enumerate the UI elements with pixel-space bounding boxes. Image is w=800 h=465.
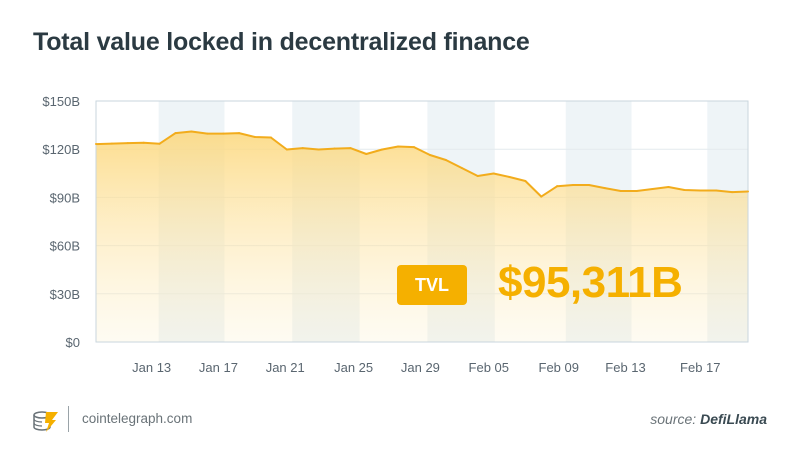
footer-site: cointelegraph.com xyxy=(82,411,193,426)
data-point xyxy=(95,143,97,146)
data-point xyxy=(349,147,352,150)
source-prefix: source: xyxy=(650,411,697,427)
data-point xyxy=(269,136,272,139)
y-tick-label: $30B xyxy=(50,287,80,302)
data-point xyxy=(174,132,177,135)
data-point xyxy=(444,158,447,161)
data-point xyxy=(365,153,368,156)
data-point xyxy=(635,189,638,192)
y-tick-label: $60B xyxy=(50,239,80,254)
data-point xyxy=(158,142,161,145)
data-point xyxy=(397,145,400,148)
x-tick-label: Feb 13 xyxy=(605,360,645,375)
data-point xyxy=(428,153,431,156)
x-tick-label: Feb 05 xyxy=(469,360,509,375)
source-name: DefiLlama xyxy=(700,411,767,427)
data-point xyxy=(747,190,749,193)
data-point xyxy=(492,172,495,175)
data-point xyxy=(524,180,527,183)
footer-divider xyxy=(68,406,69,432)
y-tick-label: $120B xyxy=(42,142,80,157)
data-point xyxy=(190,130,193,133)
data-point xyxy=(603,187,606,190)
data-point xyxy=(587,184,590,187)
x-tick-label: Jan 29 xyxy=(401,360,440,375)
data-point xyxy=(333,147,336,150)
page-title: Total value locked in decentralized fina… xyxy=(33,28,530,56)
data-point xyxy=(126,142,129,145)
x-tick-label: Jan 17 xyxy=(199,360,238,375)
tvl-badge: TVL xyxy=(397,265,467,305)
tvl-area xyxy=(96,131,748,342)
data-point xyxy=(651,188,654,191)
data-point xyxy=(476,175,479,178)
x-tick-label: Jan 21 xyxy=(266,360,305,375)
tvl-chart: $0 $30B $60B $90B $120B $150B Jan 13 Jan 17 Jan… xyxy=(42,94,749,375)
x-tick-label: Jan 25 xyxy=(334,360,373,375)
x-tick-label: Jan 13 xyxy=(132,360,171,375)
x-tick-label: Feb 09 xyxy=(539,360,579,375)
data-point xyxy=(715,189,718,192)
data-point xyxy=(238,132,241,135)
data-point xyxy=(731,191,734,194)
data-point xyxy=(206,132,209,135)
tvl-line xyxy=(95,130,749,198)
plot-frame xyxy=(95,100,749,343)
data-point xyxy=(460,166,463,169)
data-point xyxy=(508,175,511,178)
data-point xyxy=(619,189,622,192)
data-point xyxy=(142,141,145,144)
data-point xyxy=(285,148,288,151)
data-point xyxy=(699,189,702,192)
data-point xyxy=(317,148,320,151)
data-point xyxy=(222,132,225,135)
data-point xyxy=(540,195,543,198)
source-credit: source: DefiLlama xyxy=(650,411,767,427)
data-point xyxy=(667,185,670,188)
y-tick-label: $0 xyxy=(66,335,80,350)
y-tick-label: $150B xyxy=(42,94,80,109)
data-point xyxy=(301,147,304,150)
y-tick-label: $90B xyxy=(50,190,80,205)
x-tick-label: Feb 17 xyxy=(680,360,720,375)
data-point xyxy=(572,184,575,187)
data-point xyxy=(381,148,384,151)
data-point xyxy=(556,185,559,188)
data-point xyxy=(110,142,113,145)
tvl-value: $95,311B xyxy=(498,258,683,307)
data-point xyxy=(683,189,686,192)
data-point xyxy=(254,135,257,138)
data-point xyxy=(413,146,416,149)
